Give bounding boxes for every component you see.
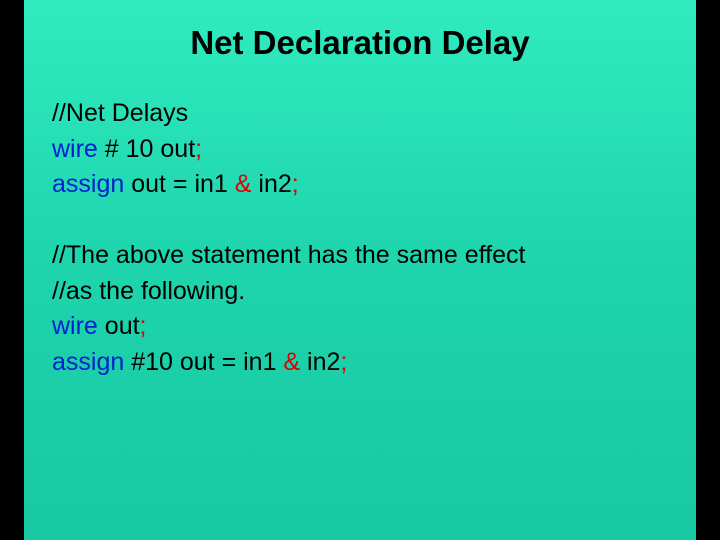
semicolon: ;: [292, 170, 299, 198]
operator-and: &: [235, 170, 252, 198]
blank-line: [52, 203, 668, 239]
operator-and: &: [283, 348, 300, 376]
code-line-comment: //The above statement has the same effec…: [52, 238, 668, 274]
semicolon: ;: [140, 312, 147, 340]
keyword-assign: assign: [52, 170, 124, 198]
code-text: in2: [251, 170, 291, 198]
semicolon: ;: [340, 348, 347, 376]
code-line-wire-delay: wire # 10 out;: [52, 132, 668, 168]
slide: Net Declaration Delay //Net Delays wire …: [24, 0, 696, 540]
code-text: out: [98, 312, 140, 340]
code-line-assign-delay: assign #10 out = in1 & in2;: [52, 345, 668, 381]
keyword-wire: wire: [52, 135, 98, 163]
code-block: //Net Delays wire # 10 out; assign out =…: [52, 96, 668, 380]
code-line-comment: //Net Delays: [52, 96, 668, 132]
keyword-assign: assign: [52, 348, 124, 376]
slide-title: Net Declaration Delay: [52, 24, 668, 62]
semicolon: ;: [195, 135, 202, 163]
code-line-comment: //as the following.: [52, 274, 668, 310]
code-text: out = in1: [124, 170, 235, 198]
code-line-wire: wire out;: [52, 309, 668, 345]
code-text: in2: [300, 348, 340, 376]
keyword-wire: wire: [52, 312, 98, 340]
code-line-assign: assign out = in1 & in2;: [52, 167, 668, 203]
code-text: #10 out = in1: [124, 348, 283, 376]
code-text: # 10 out: [98, 135, 195, 163]
